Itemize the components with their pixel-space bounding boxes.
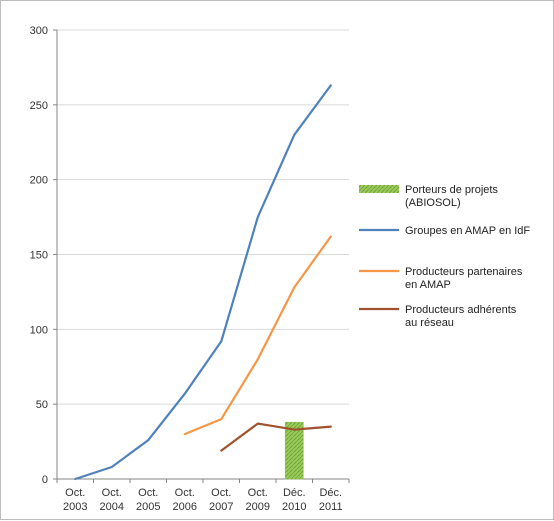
legend-label: Groupes en AMAP en IdF	[405, 225, 530, 237]
series-line	[74, 84, 332, 481]
y-tick-label: 50	[36, 399, 48, 411]
legend-label: Producteurs adhérents au réseau	[405, 304, 517, 329]
x-tick-label: Oct. 2003	[63, 487, 87, 513]
series-line	[183, 235, 332, 436]
y-tick-label: 0	[42, 474, 48, 486]
series-line	[220, 422, 332, 452]
y-tick-label: 150	[30, 250, 48, 262]
axes: 0 50 100 150 200 250 300 Oct. 2003 Oct. 2004 Oct. 20…	[30, 25, 350, 513]
y-tick-label: 250	[30, 100, 48, 112]
x-tick-label: Oct. 2005	[136, 487, 160, 513]
x-tick-label: Oct. 2004	[100, 487, 124, 513]
x-tick-label: Oct. 2006	[173, 487, 197, 513]
gridlines	[57, 29, 349, 405]
legend-label: Porteurs de projets (ABIOSOL)	[405, 184, 498, 209]
y-tick-label: 100	[30, 324, 48, 336]
x-tick-label: Oct. 2009	[246, 487, 270, 513]
x-tick-label: Déc. 2010	[282, 487, 306, 513]
y-tick-label: 300	[30, 25, 48, 37]
x-tick-label: Déc. 2011	[319, 487, 343, 513]
legend: Porteurs de projets (ABIOSOL) Groupes en A…	[359, 184, 530, 329]
series	[74, 84, 332, 481]
y-tick-label: 200	[30, 175, 48, 187]
legend-swatch	[359, 185, 399, 193]
legend-label: Producteurs partenaires en AMAP	[405, 266, 523, 291]
x-tick-label: Oct. 2007	[209, 487, 233, 513]
bar	[284, 421, 304, 480]
